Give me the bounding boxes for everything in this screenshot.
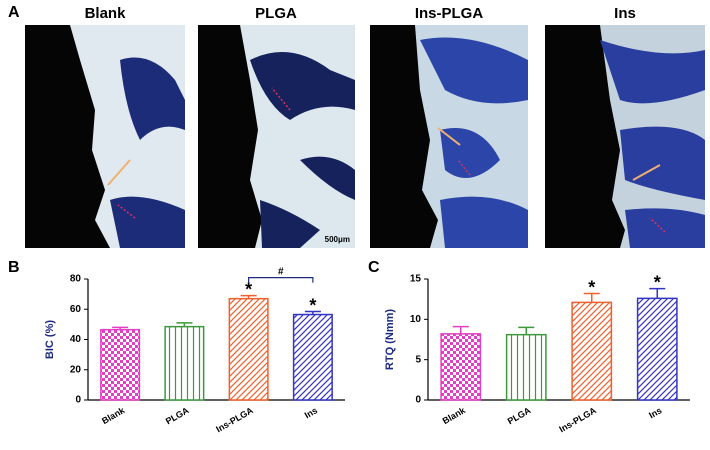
comparison-label: #	[278, 266, 284, 277]
y-axis-label: RTQ (Nmm)	[384, 309, 396, 370]
significance-mark: *	[588, 277, 595, 297]
y-axis-label: BIC (%)	[44, 320, 56, 359]
panel-label: C	[368, 259, 380, 276]
y-tick-label: 5	[415, 354, 421, 365]
bar	[164, 325, 205, 401]
x-tick-label: Ins	[647, 405, 663, 420]
comparison-bracket	[248, 277, 314, 283]
micrograph	[370, 25, 528, 248]
micrograph	[545, 25, 705, 248]
bar	[571, 301, 613, 401]
panel-label: A	[8, 4, 20, 21]
x-tick-label: PLGA	[506, 405, 533, 426]
significance-mark: *	[245, 279, 252, 299]
panel-label: B	[8, 259, 20, 276]
x-tick-label: Ins-PLGA	[557, 405, 598, 434]
x-tick-label: Blank	[100, 405, 127, 426]
bar	[636, 297, 678, 401]
image-title: Ins	[614, 5, 636, 22]
y-tick-label: 0	[75, 395, 81, 406]
significance-mark: *	[654, 272, 661, 292]
image-title: Ins-PLGA	[415, 5, 484, 22]
scale-bar-label: 500μm	[325, 235, 350, 244]
significance-mark: *	[309, 295, 316, 315]
bar	[505, 333, 547, 401]
x-tick-label: PLGA	[164, 405, 191, 426]
bar	[440, 333, 482, 401]
x-tick-label: Ins	[303, 405, 319, 420]
bar	[100, 328, 141, 401]
bar	[228, 297, 269, 401]
micrograph	[198, 25, 355, 248]
x-tick-label: Blank	[441, 405, 468, 426]
y-tick-label: 10	[410, 314, 422, 325]
x-tick-label: Ins-PLGA	[214, 405, 255, 434]
y-tick-label: 0	[415, 395, 421, 406]
bar	[292, 313, 333, 401]
image-title: Blank	[85, 5, 127, 22]
y-tick-label: 60	[70, 304, 82, 315]
image-title: PLGA	[255, 5, 297, 22]
y-tick-label: 80	[70, 274, 82, 285]
y-tick-label: 20	[70, 364, 82, 375]
micrograph	[25, 25, 185, 248]
y-tick-label: 40	[70, 334, 82, 345]
y-tick-label: 15	[410, 274, 422, 285]
